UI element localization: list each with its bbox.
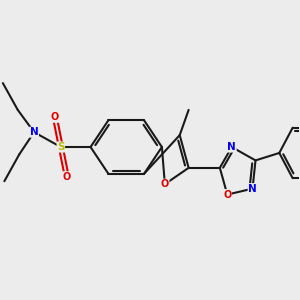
Text: N: N bbox=[227, 142, 236, 152]
Text: O: O bbox=[161, 179, 169, 189]
Text: N: N bbox=[30, 127, 38, 137]
Text: N: N bbox=[248, 184, 257, 194]
Text: O: O bbox=[223, 190, 231, 200]
Text: O: O bbox=[51, 112, 59, 122]
Text: S: S bbox=[57, 142, 64, 152]
Text: O: O bbox=[63, 172, 71, 182]
